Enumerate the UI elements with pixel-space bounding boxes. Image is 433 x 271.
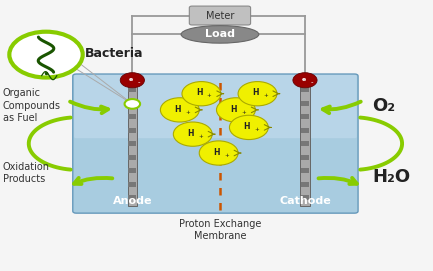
Text: +: + <box>198 134 203 139</box>
Text: H: H <box>243 122 250 131</box>
Text: +: + <box>254 127 259 132</box>
Bar <box>301 88 309 92</box>
Text: H₂O: H₂O <box>372 168 410 186</box>
Bar <box>300 82 310 206</box>
Text: +: + <box>241 109 246 115</box>
Circle shape <box>199 141 238 165</box>
Bar <box>301 128 309 133</box>
Text: e: e <box>301 77 306 82</box>
Circle shape <box>229 115 268 140</box>
Bar <box>129 128 136 133</box>
Text: +: + <box>263 93 268 98</box>
Text: H: H <box>230 105 237 114</box>
Bar <box>301 182 309 187</box>
Text: Load: Load <box>205 29 235 39</box>
Text: Organic
Compounds
as Fuel: Organic Compounds as Fuel <box>3 88 61 123</box>
Text: O₂: O₂ <box>372 97 395 115</box>
Text: -: - <box>310 79 313 85</box>
FancyBboxPatch shape <box>189 6 251 25</box>
Text: H: H <box>213 148 220 157</box>
Text: Meter: Meter <box>206 11 234 21</box>
Bar <box>129 141 136 146</box>
Bar <box>301 101 309 106</box>
Bar <box>129 155 136 160</box>
Bar <box>129 182 136 187</box>
Bar <box>301 195 309 200</box>
Bar <box>129 88 136 92</box>
Text: Bacteria: Bacteria <box>85 47 143 60</box>
Text: -: - <box>138 79 140 85</box>
Text: H: H <box>174 105 181 114</box>
Text: +: + <box>185 109 190 115</box>
Text: Cathode: Cathode <box>279 196 331 206</box>
Circle shape <box>238 82 277 106</box>
Circle shape <box>182 82 221 106</box>
Circle shape <box>125 99 140 109</box>
Bar <box>129 101 136 106</box>
Bar <box>301 155 309 160</box>
Text: +: + <box>207 93 212 98</box>
Text: H: H <box>252 88 259 97</box>
Text: Oxidation
Products: Oxidation Products <box>3 162 50 185</box>
Bar <box>129 195 136 200</box>
FancyBboxPatch shape <box>74 75 357 138</box>
FancyBboxPatch shape <box>73 74 358 213</box>
Text: H: H <box>187 129 194 138</box>
Text: Anode: Anode <box>113 196 152 206</box>
Circle shape <box>10 32 83 78</box>
Bar <box>301 114 309 119</box>
Bar <box>301 141 309 146</box>
Text: H: H <box>196 88 203 97</box>
Circle shape <box>293 73 317 88</box>
Circle shape <box>216 98 255 122</box>
Circle shape <box>160 98 199 122</box>
Bar <box>301 168 309 173</box>
Bar <box>129 114 136 119</box>
Text: e: e <box>129 77 133 82</box>
Text: +: + <box>224 153 229 158</box>
Ellipse shape <box>181 26 259 43</box>
Text: Proton Exchange
Membrane: Proton Exchange Membrane <box>179 219 261 241</box>
Circle shape <box>120 73 145 88</box>
Circle shape <box>173 122 212 146</box>
Bar <box>128 82 137 206</box>
Bar <box>129 168 136 173</box>
